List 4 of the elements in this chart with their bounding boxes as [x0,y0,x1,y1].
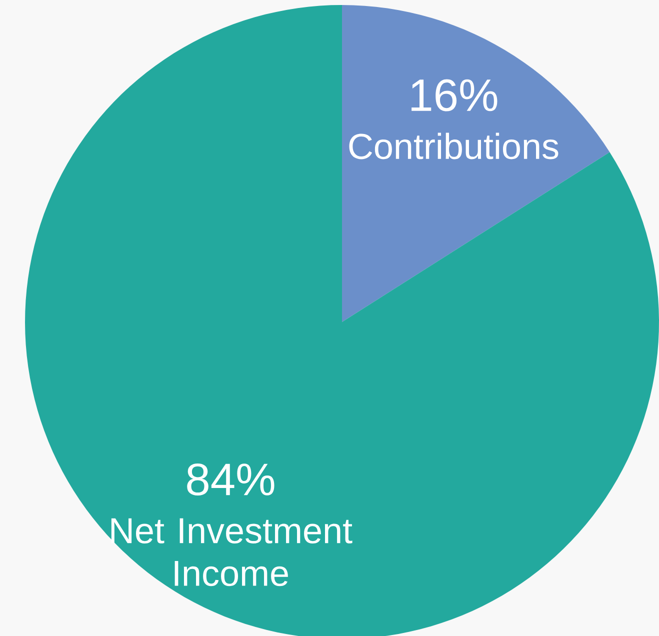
slice-label: Contributions [349,132,558,160]
data-label: 16% [412,79,498,112]
slice-label: Net Investment Income [111,518,352,586]
data-label: 84% [187,463,274,496]
